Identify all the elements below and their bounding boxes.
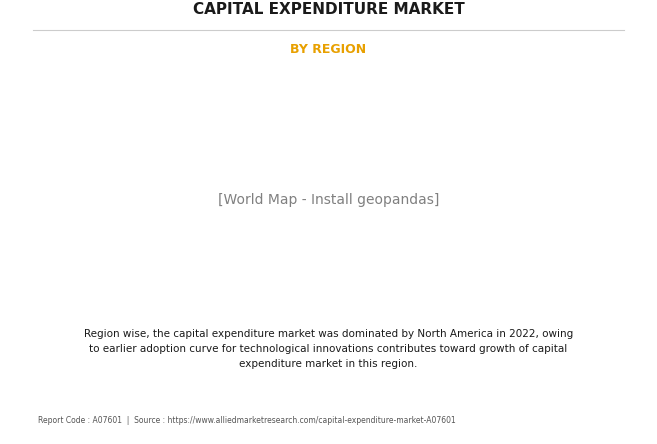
Text: [World Map - Install geopandas]: [World Map - Install geopandas] [218,193,439,207]
Text: CAPITAL EXPENDITURE MARKET: CAPITAL EXPENDITURE MARKET [193,2,464,17]
Text: BY REGION: BY REGION [290,43,367,56]
Text: Report Code : A07601  |  Source : https://www.alliedmarketresearch.com/capital-e: Report Code : A07601 | Source : https://… [38,416,456,425]
Text: Region wise, the capital expenditure market was dominated by North America in 20: Region wise, the capital expenditure mar… [84,329,573,369]
